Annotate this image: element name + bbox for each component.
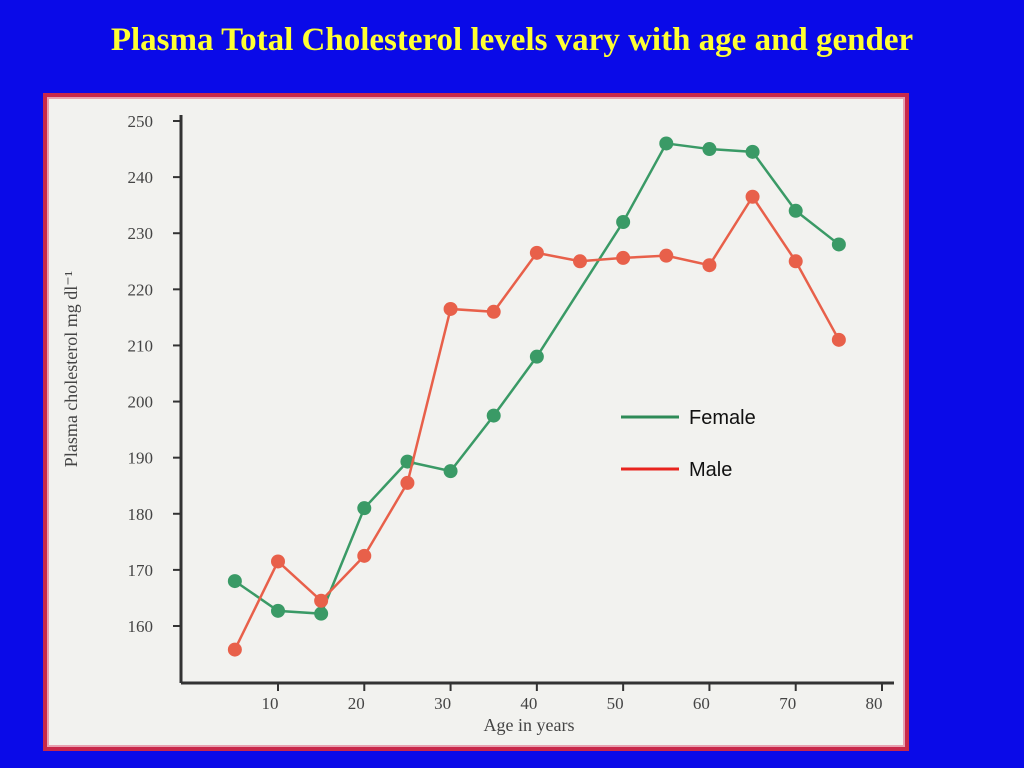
male-data-point: [271, 554, 285, 569]
male-data-point: [314, 593, 329, 608]
female-data-point: [616, 215, 631, 229]
female-data-point: [831, 237, 846, 252]
y-tick-label: 220: [128, 280, 154, 299]
female-data-point: [443, 464, 458, 479]
male-data-point: [788, 254, 803, 269]
x-tick-label: 60: [693, 694, 710, 713]
male-data-point: [573, 254, 587, 269]
x-tick-label: 80: [866, 694, 883, 713]
y-tick-label: 230: [128, 224, 154, 243]
female-data-point: [271, 603, 285, 618]
x-axis-title: Age in years: [484, 715, 575, 735]
female-data-point: [659, 136, 674, 151]
female-series-line: [234, 142, 840, 615]
slide-title: Plasma Total Cholesterol levels vary wit…: [110, 22, 914, 58]
male-data-point: [400, 475, 415, 490]
female-data-point: [702, 142, 717, 157]
chart-panel: 160 170 180 190 200 210 220 230 240 250 10 20 30 40 50…: [47, 97, 905, 747]
x-tick-label: 10: [262, 694, 279, 713]
chart-frame: 160 170 180 190 200 210 220 230 240 250 10 20 30 40 50…: [43, 93, 909, 751]
legend-layer: Female Male: [621, 407, 756, 481]
x-tick-label: 50: [607, 694, 624, 713]
cholesterol-line-chart: 160 170 180 190 200 210 220 230 240 250 10 20 30 40 50…: [61, 112, 894, 735]
male-legend-label: Male: [689, 459, 732, 481]
female-data-point: [314, 606, 329, 621]
x-tick-label: 40: [520, 694, 537, 713]
male-data-point: [702, 258, 717, 273]
series-layer: [227, 136, 846, 657]
y-tick-label: 200: [128, 393, 154, 412]
male-data-point: [831, 332, 846, 347]
y-axis-title: Plasma cholesterol mg dl⁻¹: [61, 271, 81, 467]
axes-layer: 160 170 180 190 200 210 220 230 240 250 10 20 30 40 50…: [128, 112, 894, 713]
y-tick-label: 180: [128, 505, 154, 524]
y-tick-label: 240: [128, 168, 154, 187]
male-data-point: [486, 304, 501, 319]
female-data-point: [745, 144, 760, 159]
male-data-point: [745, 189, 760, 204]
male-data-point: [357, 548, 372, 563]
y-tick-label: 170: [128, 561, 154, 580]
female-data-point: [788, 203, 803, 218]
male-data-point: [529, 245, 544, 260]
female-data-point: [529, 349, 544, 364]
male-data-point: [659, 248, 674, 263]
y-tick-label: 160: [128, 617, 154, 636]
y-tick-label: 250: [128, 112, 154, 131]
female-data-point: [486, 408, 501, 423]
x-tick-label: 20: [348, 694, 365, 713]
female-legend-label: Female: [689, 407, 756, 429]
male-data-point: [616, 250, 631, 265]
x-tick-label: 30: [434, 694, 451, 713]
y-tick-label: 210: [128, 336, 154, 355]
female-data-point: [357, 501, 372, 516]
male-data-point: [227, 642, 242, 657]
male-data-point: [443, 301, 458, 316]
x-tick-label: 70: [779, 694, 796, 713]
female-data-point: [227, 574, 242, 589]
y-tick-label: 190: [128, 449, 154, 468]
